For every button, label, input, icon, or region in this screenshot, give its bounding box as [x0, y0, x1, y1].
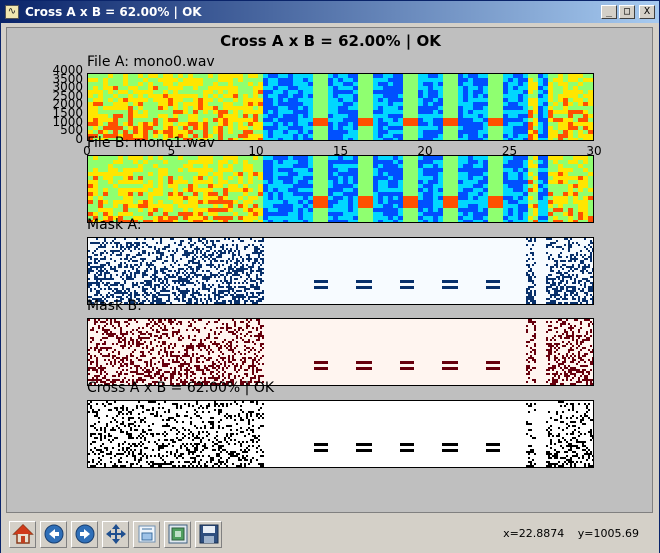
figure-canvas[interactable]: Cross A x B = 62.00% | OK File A: mono0.… — [6, 27, 653, 513]
x-tick-label: 25 — [501, 144, 518, 158]
navigation-toolbar: x=22.8874 y=1005.69 — [1, 515, 659, 553]
y-tick-label: 0 — [75, 131, 83, 146]
y-tick-label: 500 — [60, 123, 83, 138]
panel-title-cross: Cross A x B = 62.00% | OK — [87, 380, 275, 396]
y-tick-label: 2000 — [52, 97, 83, 112]
home-button[interactable] — [9, 520, 36, 548]
spectrogram-file-b[interactable] — [87, 155, 594, 223]
panel-title-mask-a: Mask A: — [87, 217, 142, 233]
y-tick-label: 2500 — [52, 88, 83, 103]
y-tick-label: 3500 — [52, 71, 83, 86]
save-icon — [199, 524, 218, 544]
maximize-button[interactable]: □ — [619, 5, 635, 19]
home-icon — [11, 523, 34, 544]
subplots-icon — [168, 524, 187, 544]
x-tick-label: 30 — [586, 144, 602, 158]
cursor-x: x=22.8874 — [503, 527, 565, 540]
zoom-icon — [138, 525, 155, 543]
cursor-y: y=1005.69 — [577, 527, 639, 540]
forward-arrow-icon — [75, 524, 94, 544]
spectrogram-image — [88, 74, 593, 140]
panel-title-mask-b: Mask B: — [87, 298, 142, 314]
y-tick-label: 1500 — [52, 106, 83, 120]
x-tick-label: 0 — [83, 144, 91, 158]
close-button[interactable]: X — [639, 5, 655, 19]
x-tick-label: 20 — [417, 144, 433, 158]
y-tick-label: 4000 — [52, 63, 83, 77]
mask-a-plot[interactable] — [87, 237, 594, 305]
save-button[interactable] — [195, 520, 222, 548]
back-arrow-icon — [44, 524, 63, 544]
panel-title-file-b: File B: mono1.wav — [87, 135, 215, 151]
back-button[interactable] — [40, 520, 67, 548]
x-tick-label: 5 — [167, 144, 176, 158]
mask-b-plot[interactable] — [87, 318, 594, 386]
cursor-coordinates: x=22.8874 y=1005.69 — [493, 527, 639, 540]
spectrogram-image — [88, 156, 593, 222]
pan-icon — [105, 524, 126, 544]
subplots-button[interactable] — [164, 520, 191, 548]
window-title: Cross A x B = 62.00% | OK — [25, 5, 202, 19]
x-tick-label: 15 — [332, 144, 349, 158]
zoom-button[interactable] — [133, 520, 160, 548]
minimize-button[interactable]: _ — [601, 5, 617, 19]
pan-button[interactable] — [102, 520, 129, 548]
figure-title: Cross A x B = 62.00% | OK — [220, 32, 441, 50]
panel-title-file-a: File A: mono0.wav — [87, 54, 215, 70]
x-tick-label: 10 — [248, 144, 264, 158]
cross-plot[interactable] — [87, 400, 594, 468]
spectrogram-file-a[interactable] — [87, 73, 594, 141]
app-icon: ∿ — [5, 5, 19, 19]
forward-button[interactable] — [71, 520, 98, 548]
title-bar[interactable]: ∿ Cross A x B = 62.00% | OK _ □ X — [1, 1, 659, 23]
y-tick-label: 3000 — [52, 80, 83, 95]
y-tick-label: 1000 — [52, 114, 83, 129]
